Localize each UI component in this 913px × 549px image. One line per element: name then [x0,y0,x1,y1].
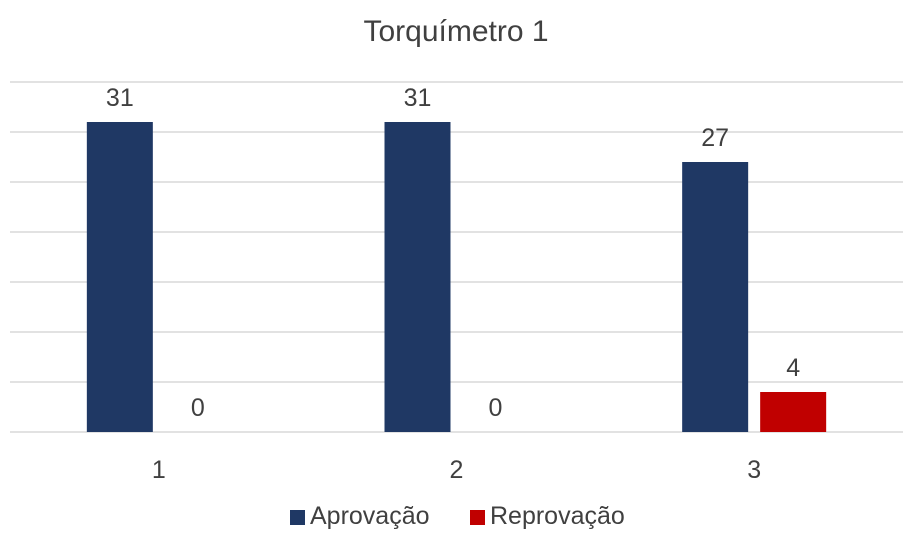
data-label: 4 [786,354,800,382]
x-tick-label: 1 [152,456,166,484]
data-label: 0 [191,394,205,422]
x-tick-label: 2 [450,456,464,484]
chart-title: Torquímetro 1 [363,15,548,48]
bars [86,122,827,432]
legend-label: Aprovação [310,502,430,530]
x-axis-tick-labels: 1 2 3 [152,456,761,484]
legend-swatch [290,510,305,525]
data-label: 31 [106,84,134,112]
data-label: 31 [404,84,432,112]
data-label: 0 [489,394,503,422]
legend: Aprovação Reprovação [290,502,625,530]
data-label: 27 [701,124,729,152]
legend-swatch [470,510,485,525]
gridlines [10,81,903,433]
x-tick-label: 3 [747,456,761,484]
bar-aprovacao-3 [682,162,749,432]
bar-aprovacao-2 [384,122,451,432]
data-labels: 31 0 31 0 27 4 [106,84,800,422]
legend-label: Reprovação [490,502,625,530]
bar-reprovacao-3 [760,392,827,432]
bar-aprovacao-1 [86,122,153,432]
